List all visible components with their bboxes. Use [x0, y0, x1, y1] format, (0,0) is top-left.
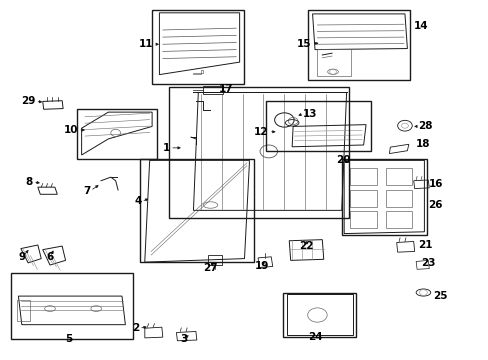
Text: 28: 28 — [418, 121, 432, 131]
Text: 17: 17 — [219, 84, 233, 94]
Text: 15: 15 — [297, 39, 311, 49]
Text: 7: 7 — [83, 186, 90, 196]
Text: 1: 1 — [163, 143, 170, 153]
Text: 3: 3 — [180, 334, 187, 344]
Bar — [341, 158, 426, 235]
Text: 29: 29 — [21, 96, 35, 107]
Bar — [307, 10, 409, 80]
Bar — [287, 294, 352, 336]
Text: 4: 4 — [134, 197, 141, 206]
Text: 14: 14 — [413, 21, 427, 31]
Bar — [385, 211, 411, 228]
Text: 25: 25 — [432, 291, 447, 301]
Bar — [385, 168, 411, 185]
Text: 16: 16 — [428, 179, 443, 189]
Bar — [385, 190, 411, 207]
Bar — [203, 86, 222, 94]
Text: 26: 26 — [427, 200, 442, 210]
Text: 8: 8 — [26, 177, 33, 187]
Bar — [266, 102, 370, 152]
Text: 19: 19 — [254, 261, 268, 271]
Text: 10: 10 — [63, 125, 78, 135]
Text: 23: 23 — [420, 258, 435, 268]
Text: 5: 5 — [65, 334, 72, 344]
Text: 18: 18 — [415, 139, 430, 149]
Bar — [350, 211, 376, 228]
Bar — [350, 190, 376, 207]
Text: 6: 6 — [46, 252, 54, 262]
Bar — [350, 168, 376, 185]
Text: 24: 24 — [307, 332, 322, 342]
Bar — [283, 293, 356, 337]
Text: 21: 21 — [418, 240, 432, 250]
Bar — [11, 273, 132, 339]
Text: 2: 2 — [131, 323, 139, 333]
Bar — [169, 87, 348, 217]
Text: 9: 9 — [19, 252, 26, 262]
Bar — [18, 300, 30, 321]
Bar — [152, 10, 244, 84]
Bar — [77, 109, 157, 158]
Text: 13: 13 — [302, 109, 317, 119]
Bar — [207, 255, 221, 265]
Text: 27: 27 — [203, 262, 217, 273]
Text: 11: 11 — [139, 39, 153, 49]
Bar — [140, 158, 254, 262]
Text: 20: 20 — [335, 156, 350, 165]
Text: 12: 12 — [254, 127, 268, 137]
Text: 22: 22 — [299, 241, 313, 251]
